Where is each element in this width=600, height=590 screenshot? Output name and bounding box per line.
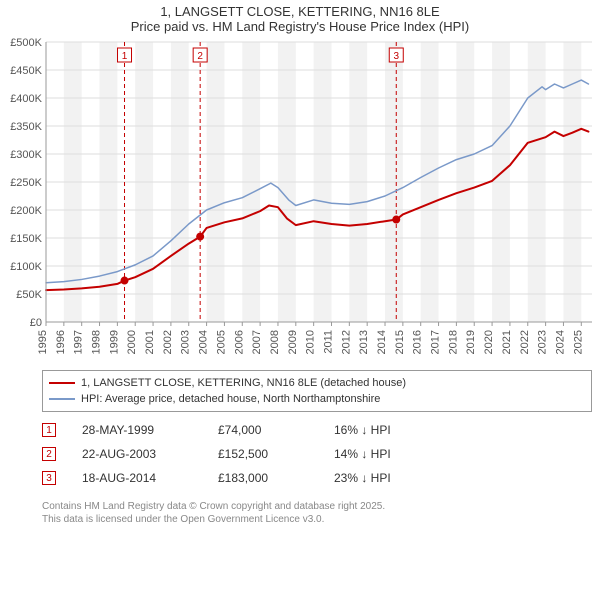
svg-text:2002: 2002 xyxy=(162,330,174,354)
svg-text:2021: 2021 xyxy=(501,330,513,354)
transaction-marker: 2 xyxy=(42,447,56,461)
footer-line-1: Contains HM Land Registry data © Crown c… xyxy=(42,500,592,513)
svg-text:2015: 2015 xyxy=(394,330,406,354)
svg-text:£200K: £200K xyxy=(10,205,42,217)
svg-text:£250K: £250K xyxy=(10,177,42,189)
svg-text:3: 3 xyxy=(393,51,399,62)
svg-text:2006: 2006 xyxy=(233,330,245,354)
chart-area: £0 £50K £100K £150K £200K £250K £300K £350K £400… xyxy=(4,34,600,364)
title-line-1: 1, LANGSETT CLOSE, KETTERING, NN16 8LE xyxy=(0,4,600,19)
svg-text:£300K: £300K xyxy=(10,149,42,161)
svg-text:2017: 2017 xyxy=(430,330,442,354)
chart-title-block: 1, LANGSETT CLOSE, KETTERING, NN16 8LE P… xyxy=(0,0,600,34)
svg-text:2005: 2005 xyxy=(215,330,227,354)
transaction-delta: 23% ↓ HPI xyxy=(334,471,424,485)
transaction-row: 3 18-AUG-2014 £183,000 23% ↓ HPI xyxy=(42,466,592,490)
svg-text:2009: 2009 xyxy=(287,330,299,354)
svg-text:2023: 2023 xyxy=(537,330,549,354)
transaction-date: 22-AUG-2003 xyxy=(82,447,192,461)
title-line-2: Price paid vs. HM Land Registry's House … xyxy=(0,19,600,34)
legend-label: 1, LANGSETT CLOSE, KETTERING, NN16 8LE (… xyxy=(81,377,406,389)
footer-attribution: Contains HM Land Registry data © Crown c… xyxy=(42,500,592,526)
svg-text:1996: 1996 xyxy=(55,330,67,354)
transaction-price: £183,000 xyxy=(218,471,308,485)
svg-text:£400K: £400K xyxy=(10,93,42,105)
transaction-marker: 3 xyxy=(42,471,56,485)
svg-text:2010: 2010 xyxy=(305,330,317,354)
svg-text:1998: 1998 xyxy=(91,330,103,354)
svg-text:2019: 2019 xyxy=(465,330,477,354)
svg-text:2001: 2001 xyxy=(144,330,156,354)
svg-text:£0: £0 xyxy=(30,317,42,329)
svg-text:£500K: £500K xyxy=(10,37,42,49)
svg-text:2007: 2007 xyxy=(251,330,263,354)
svg-text:2013: 2013 xyxy=(358,330,370,354)
transaction-delta: 14% ↓ HPI xyxy=(334,447,424,461)
transaction-date: 18-AUG-2014 xyxy=(82,471,192,485)
svg-text:2012: 2012 xyxy=(340,330,352,354)
svg-text:2022: 2022 xyxy=(519,330,531,354)
svg-text:2003: 2003 xyxy=(180,330,192,354)
svg-text:1997: 1997 xyxy=(73,330,85,354)
legend-swatch xyxy=(49,382,75,384)
legend-swatch xyxy=(49,398,75,400)
svg-text:2018: 2018 xyxy=(447,330,459,354)
svg-text:2000: 2000 xyxy=(126,330,138,354)
transaction-marker: 1 xyxy=(42,423,56,437)
transaction-row: 2 22-AUG-2003 £152,500 14% ↓ HPI xyxy=(42,442,592,466)
legend-label: HPI: Average price, detached house, Nort… xyxy=(81,393,380,405)
svg-text:2024: 2024 xyxy=(554,330,566,354)
svg-text:2008: 2008 xyxy=(269,330,281,354)
svg-text:£350K: £350K xyxy=(10,121,42,133)
svg-text:£150K: £150K xyxy=(10,233,42,245)
svg-text:2011: 2011 xyxy=(322,330,334,354)
svg-text:1: 1 xyxy=(122,51,128,62)
svg-text:2020: 2020 xyxy=(483,330,495,354)
svg-text:2016: 2016 xyxy=(412,330,424,354)
price-chart: £0 £50K £100K £150K £200K £250K £300K £350K £400… xyxy=(4,34,596,364)
svg-text:£100K: £100K xyxy=(10,261,42,273)
svg-text:1999: 1999 xyxy=(108,330,120,354)
svg-text:2014: 2014 xyxy=(376,330,388,354)
svg-text:£450K: £450K xyxy=(10,65,42,77)
svg-text:2025: 2025 xyxy=(572,330,584,354)
legend: 1, LANGSETT CLOSE, KETTERING, NN16 8LE (… xyxy=(42,370,592,412)
footer-line-2: This data is licensed under the Open Gov… xyxy=(42,513,592,526)
transaction-date: 28-MAY-1999 xyxy=(82,423,192,437)
transactions-table: 1 28-MAY-1999 £74,000 16% ↓ HPI 2 22-AUG-2003… xyxy=(42,418,592,490)
legend-row: HPI: Average price, detached house, Nort… xyxy=(49,391,585,407)
transaction-delta: 16% ↓ HPI xyxy=(334,423,424,437)
transaction-price: £74,000 xyxy=(218,423,308,437)
svg-text:1995: 1995 xyxy=(37,330,49,354)
svg-text:2: 2 xyxy=(197,51,203,62)
transaction-price: £152,500 xyxy=(218,447,308,461)
transaction-row: 1 28-MAY-1999 £74,000 16% ↓ HPI xyxy=(42,418,592,442)
legend-row: 1, LANGSETT CLOSE, KETTERING, NN16 8LE (… xyxy=(49,375,585,391)
svg-text:2004: 2004 xyxy=(198,330,210,354)
svg-text:£50K: £50K xyxy=(16,289,42,301)
